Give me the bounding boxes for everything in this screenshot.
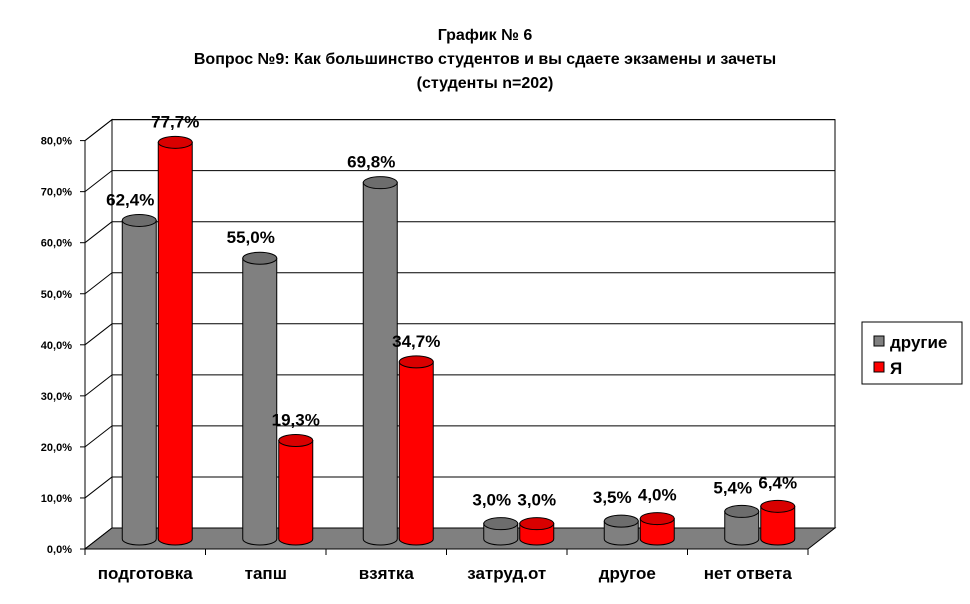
chart-title-line-1: График № 6 [438, 27, 533, 44]
data-label: 4,0% [638, 486, 677, 505]
bar-top [483, 517, 519, 531]
bar-drugie [724, 504, 760, 546]
chart-title-line-3: (студенты n=202) [417, 75, 554, 92]
x-axis-category-labels: подготовка тапш взятка затруд.от другое нет о… [98, 564, 793, 583]
bar-body [639, 518, 675, 546]
x-category-label: затруд.от [467, 564, 546, 583]
data-label: 55,0% [227, 228, 275, 247]
bar-top [603, 514, 639, 528]
x-category-label: тапш [245, 564, 287, 583]
data-label: 3,5% [593, 488, 632, 507]
data-label: 3,0% [517, 491, 556, 510]
y-tick-label: 0,0% [47, 544, 72, 556]
bar-top [724, 504, 760, 518]
bar-body [242, 257, 278, 546]
gridline-side [84, 170, 113, 193]
bar-top [398, 355, 434, 369]
bar-body [398, 361, 434, 546]
y-tick-label: 50,0% [41, 289, 72, 301]
bar-body [760, 505, 796, 546]
bar-ya [519, 517, 555, 546]
bar-top [519, 517, 555, 531]
x-category-label: другое [599, 564, 656, 583]
legend-swatch [873, 361, 885, 373]
bar-drugie [362, 176, 398, 546]
x-category-label: подготовка [98, 564, 193, 583]
bar-top [639, 512, 675, 526]
bar-ya [760, 499, 796, 546]
bar-top [157, 135, 193, 149]
bar-body [157, 141, 193, 546]
bar-body [278, 439, 314, 546]
y-tick-label: 40,0% [41, 340, 72, 352]
legend-entry: Я [890, 359, 902, 378]
floor [83, 527, 837, 550]
gridline-side [84, 374, 113, 397]
gridline-side [84, 272, 113, 295]
legend-swatch [873, 335, 885, 347]
bar-drugie [483, 517, 519, 546]
bar-top [760, 499, 796, 513]
data-label: 5,4% [713, 478, 752, 497]
data-label: 6,4% [758, 473, 797, 492]
data-labels: 62,4% 77,7% 55,0% 19,3% 69,8% 34,7% 3,0% 3,0% 3,… [106, 112, 797, 509]
bar-top [121, 213, 157, 227]
data-label: 69,8% [347, 153, 395, 172]
bars [121, 135, 796, 546]
plot-floor [83, 527, 837, 550]
legend: другие Я [861, 321, 963, 385]
bar-ya [398, 355, 434, 546]
data-label: 19,3% [272, 410, 320, 429]
bar-body [362, 182, 398, 546]
bar-ya [278, 433, 314, 546]
data-label: 77,7% [151, 112, 199, 131]
data-label: 3,0% [472, 491, 511, 510]
gridline-side [84, 221, 113, 244]
y-tick-label: 60,0% [41, 238, 72, 250]
chart-title-line-2: Вопрос №9: Как большинство студентов и в… [194, 51, 776, 68]
bar-ya [157, 135, 193, 546]
chart-title: График № 6 Вопрос №9: Как большинство ст… [194, 27, 776, 92]
gridline-side [84, 119, 113, 141]
bar-ya [639, 512, 675, 546]
bar-top [278, 433, 314, 447]
bar-drugie [242, 251, 278, 546]
y-tick-label: 70,0% [41, 187, 72, 199]
bar-drugie [121, 213, 157, 546]
bar-body [603, 520, 639, 546]
data-label: 34,7% [392, 332, 440, 351]
legend-box [861, 321, 963, 385]
data-label: 62,4% [106, 190, 154, 209]
gridline-side [84, 323, 113, 346]
bar-body [121, 219, 157, 546]
gridline-side [84, 476, 113, 499]
y-tick-label: 20,0% [41, 442, 72, 454]
y-tick-label: 30,0% [41, 391, 72, 403]
bar-top [362, 176, 398, 190]
bar-drugie [603, 514, 639, 546]
gridlines [84, 119, 835, 550]
x-category-label: взятка [359, 564, 415, 583]
x-category-label: нет ответа [704, 564, 793, 583]
y-tick-label: 80,0% [41, 136, 72, 148]
legend-entry: другие [890, 333, 947, 352]
y-tick-label: 10,0% [41, 493, 72, 505]
gridline-side [84, 425, 113, 448]
bar-top [242, 251, 278, 265]
bar-body [724, 510, 760, 546]
